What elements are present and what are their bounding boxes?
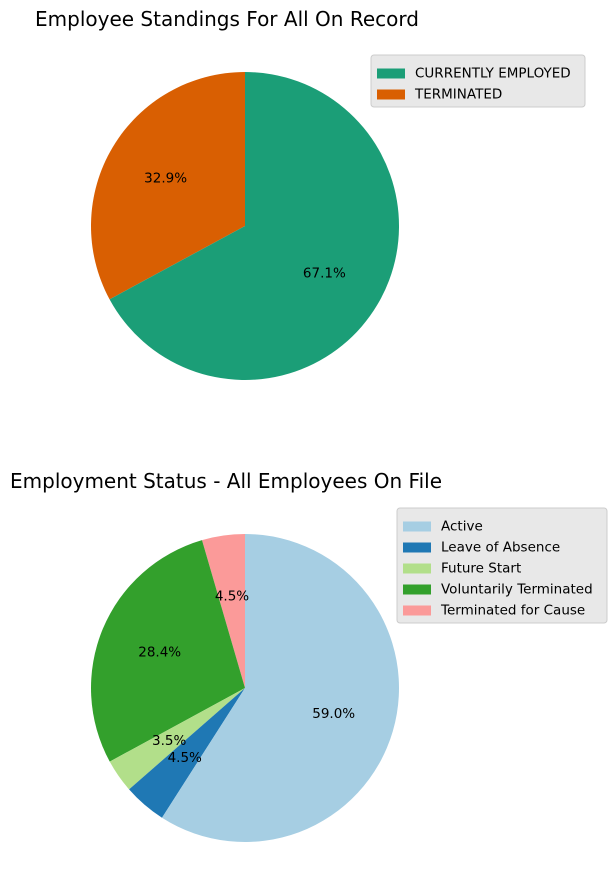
legend-label: Leave of Absence bbox=[441, 540, 560, 556]
legend-label: Voluntarily Terminated bbox=[441, 582, 593, 598]
pie-slice-terminated bbox=[91, 72, 245, 300]
legend-label: Terminated for Cause bbox=[440, 603, 585, 619]
pie-slice-label: 28.4% bbox=[138, 644, 181, 660]
pie-slice-label: 4.5% bbox=[215, 589, 249, 605]
pie-slice-terminated-for-cause bbox=[201, 534, 245, 688]
legend-swatch bbox=[377, 68, 405, 79]
legend-label: Future Start bbox=[441, 561, 521, 577]
pie-slice-label: 3.5% bbox=[152, 733, 186, 749]
pie-slice-label: 32.9% bbox=[144, 171, 187, 187]
pie-chart-employment-status: Employment Status - All Employees On Fil… bbox=[10, 469, 608, 842]
legend-frame bbox=[396, 507, 608, 624]
legend: CURRENTLY EMPLOYED TERMINATED bbox=[370, 54, 586, 108]
pie-slice-label: 4.5% bbox=[168, 750, 202, 766]
pie-slice-label: 67.1% bbox=[303, 265, 346, 281]
pie-chart-employee-standings: Employee Standings For All On Record 32.… bbox=[35, 7, 586, 381]
pie-slice-label: 59.0% bbox=[312, 706, 355, 722]
chart-title: Employment Status - All Employees On Fil… bbox=[10, 469, 442, 493]
pie-slice-currently-employed bbox=[109, 72, 400, 381]
pie-slices bbox=[91, 72, 400, 381]
pie-slice-future-start bbox=[109, 688, 246, 790]
chart-title: Employee Standings For All On Record bbox=[35, 7, 419, 31]
legend-swatch bbox=[403, 542, 431, 553]
pie-labels: 4.5%28.4%3.5%4.5%59.0% bbox=[138, 589, 355, 767]
legend-label: Active bbox=[441, 519, 483, 535]
legend-swatch bbox=[403, 563, 431, 574]
legend-swatch bbox=[403, 605, 431, 616]
legend: Active Leave of Absence Future Start Volunt… bbox=[396, 507, 608, 624]
legend-swatch bbox=[403, 521, 431, 532]
pie-slice-leave-of-absence bbox=[129, 688, 245, 818]
pie-labels: 32.9% 67.1% bbox=[144, 171, 346, 282]
legend-label: TERMINATED bbox=[414, 87, 502, 103]
pie-slice-active bbox=[162, 533, 399, 842]
pie-slice-voluntarily-terminated bbox=[91, 540, 245, 762]
legend-label: CURRENTLY EMPLOYED bbox=[415, 66, 571, 82]
legend-swatch bbox=[403, 584, 431, 595]
legend-swatch bbox=[377, 89, 405, 100]
legend-frame bbox=[370, 54, 586, 108]
pie-slices bbox=[91, 533, 399, 842]
